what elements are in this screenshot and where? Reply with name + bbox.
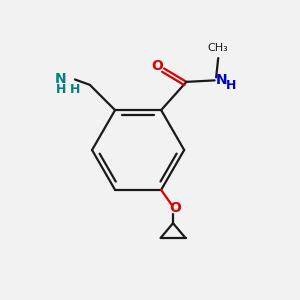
Text: O: O	[152, 58, 164, 73]
Text: CH₃: CH₃	[208, 43, 229, 53]
Text: H: H	[70, 83, 80, 96]
Text: N: N	[216, 73, 228, 87]
Text: H: H	[226, 79, 236, 92]
Text: O: O	[169, 201, 181, 215]
Text: N: N	[54, 72, 66, 86]
Text: H: H	[56, 83, 66, 96]
